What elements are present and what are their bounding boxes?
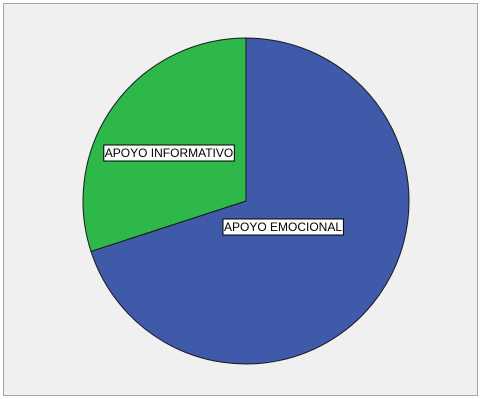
pie-chart: APOYO EMOCIONAL APOYO INFORMATIVO (82, 37, 410, 365)
pie-slice-apoyo-emocional (90, 37, 410, 365)
chart-frame: APOYO EMOCIONAL APOYO INFORMATIVO (3, 3, 478, 396)
slice-label-box (222, 218, 344, 236)
slice-label-apoyo-emocional: APOYO EMOCIONAL (222, 218, 344, 236)
slice-label-text: APOYO EMOCIONAL (224, 220, 342, 234)
labels-layer: APOYO EMOCIONAL APOYO INFORMATIVO (103, 144, 344, 236)
slice-label-text: APOYO INFORMATIVO (105, 146, 233, 160)
slices-layer (82, 37, 410, 365)
slice-label-box (103, 144, 235, 162)
slice-label-apoyo-informativo: APOYO INFORMATIVO (103, 144, 235, 162)
